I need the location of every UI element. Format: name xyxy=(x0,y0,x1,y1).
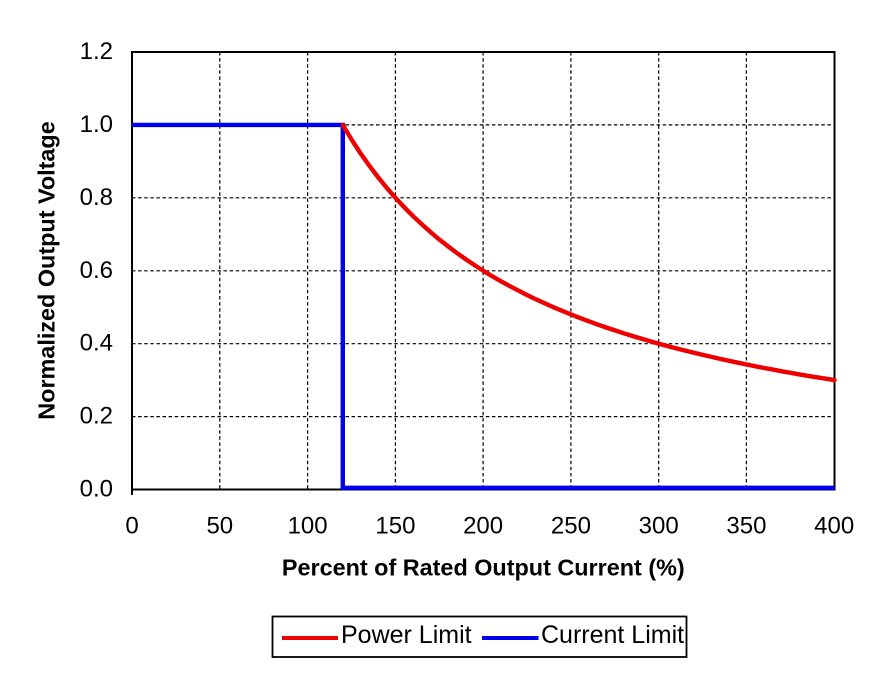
svg-text:250: 250 xyxy=(551,513,591,540)
svg-text:Percent of Rated Output Curren: Percent of Rated Output Current (%) xyxy=(282,555,685,581)
svg-text:200: 200 xyxy=(463,513,503,540)
svg-text:Normalized Output Voltage: Normalized Output Voltage xyxy=(34,121,60,419)
svg-text:0.4: 0.4 xyxy=(80,330,113,357)
svg-text:100: 100 xyxy=(288,513,328,540)
svg-text:0.8: 0.8 xyxy=(80,184,113,211)
svg-text:0: 0 xyxy=(125,513,138,540)
svg-text:0.2: 0.2 xyxy=(80,403,113,430)
svg-text:400: 400 xyxy=(814,513,854,540)
svg-text:50: 50 xyxy=(206,513,233,540)
svg-text:1.0: 1.0 xyxy=(80,111,113,138)
svg-text:1.2: 1.2 xyxy=(80,38,113,65)
svg-text:300: 300 xyxy=(639,513,679,540)
svg-text:0.0: 0.0 xyxy=(80,476,113,503)
svg-text:350: 350 xyxy=(726,513,766,540)
svg-text:Power Limit: Power Limit xyxy=(341,621,472,649)
svg-text:Current Limit: Current Limit xyxy=(541,621,684,649)
svg-text:150: 150 xyxy=(375,513,415,540)
svg-text:0.6: 0.6 xyxy=(80,257,113,284)
